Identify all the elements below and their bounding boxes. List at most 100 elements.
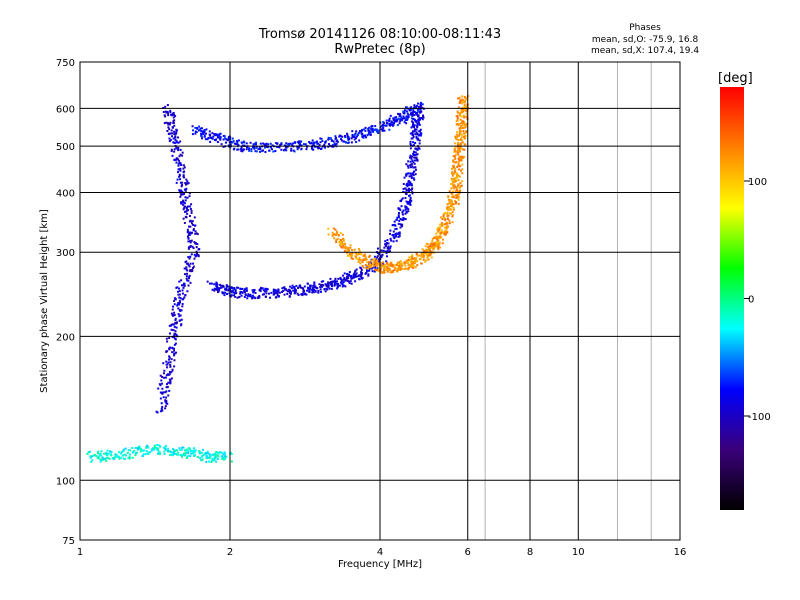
data-point — [406, 261, 409, 264]
data-point — [368, 254, 371, 257]
data-point — [376, 131, 379, 134]
data-point — [436, 227, 439, 230]
data-point — [436, 243, 439, 246]
data-point — [454, 176, 457, 179]
data-point — [292, 149, 295, 152]
data-point — [378, 268, 381, 271]
data-point — [187, 450, 190, 453]
data-point — [302, 288, 305, 291]
data-point — [198, 125, 201, 128]
data-point — [131, 451, 134, 454]
data-point — [209, 140, 212, 143]
data-point — [224, 287, 227, 290]
data-point — [134, 454, 137, 457]
data-point — [174, 450, 177, 453]
data-point — [323, 143, 326, 146]
data-point — [175, 449, 178, 452]
data-point — [410, 117, 413, 120]
data-point — [409, 259, 412, 262]
data-point — [284, 145, 287, 148]
data-point — [173, 325, 176, 328]
x-tick-label: 16 — [674, 547, 687, 558]
data-point — [409, 160, 412, 163]
data-point — [414, 120, 417, 123]
data-point — [159, 384, 162, 387]
y-tick-label: 750 — [56, 58, 75, 69]
data-point — [412, 134, 415, 137]
data-point — [442, 214, 445, 217]
data-point — [178, 189, 181, 192]
data-point — [205, 457, 208, 460]
data-point — [199, 457, 202, 460]
data-point — [416, 112, 419, 115]
data-point — [330, 139, 333, 142]
stats-header: Phases — [629, 23, 661, 33]
data-point — [405, 210, 408, 213]
data-point — [452, 187, 455, 190]
data-point — [446, 203, 449, 206]
data-point — [183, 206, 186, 209]
data-point — [448, 219, 451, 222]
data-point — [359, 262, 362, 265]
data-point — [357, 258, 360, 261]
data-point — [310, 146, 313, 149]
data-point — [272, 290, 275, 293]
data-point — [162, 396, 165, 399]
data-point — [411, 111, 414, 114]
data-point — [179, 167, 182, 170]
data-point — [227, 136, 230, 139]
data-point — [224, 455, 227, 458]
data-point — [421, 255, 424, 258]
data-point — [385, 119, 388, 122]
data-point — [171, 308, 174, 311]
data-point — [399, 199, 402, 202]
data-point — [174, 138, 177, 141]
data-point — [182, 217, 185, 220]
data-point — [408, 183, 411, 186]
data-point — [333, 279, 336, 282]
data-point — [408, 175, 411, 178]
data-point — [172, 141, 175, 144]
data-point — [340, 279, 343, 282]
data-point — [397, 262, 400, 265]
data-point — [178, 302, 181, 305]
data-point — [157, 449, 160, 452]
data-point — [118, 457, 121, 460]
data-point — [445, 221, 448, 224]
data-point — [337, 234, 340, 237]
data-point — [461, 168, 464, 171]
data-point — [454, 170, 457, 173]
data-point — [347, 141, 350, 144]
data-point — [202, 132, 205, 135]
data-point — [397, 222, 400, 225]
data-point — [165, 337, 168, 340]
data-point — [341, 285, 344, 288]
data-point — [179, 140, 182, 143]
data-point — [437, 244, 440, 247]
data-point — [391, 233, 394, 236]
data-point — [186, 235, 189, 238]
data-point — [309, 287, 312, 290]
data-point — [410, 173, 413, 176]
data-point — [406, 164, 409, 167]
data-point — [450, 183, 453, 186]
data-point — [344, 285, 347, 288]
data-point — [324, 141, 327, 144]
data-point — [425, 242, 428, 245]
data-point — [105, 459, 108, 462]
data-point — [178, 280, 181, 283]
data-point — [417, 102, 420, 105]
data-point — [451, 167, 454, 170]
data-point — [192, 229, 195, 232]
data-point — [442, 213, 445, 216]
data-point — [418, 254, 421, 257]
data-point — [413, 162, 416, 165]
data-point — [420, 252, 423, 255]
data-point — [192, 247, 195, 250]
data-point — [403, 117, 406, 120]
data-point — [375, 269, 378, 272]
data-point — [308, 288, 311, 291]
data-point — [136, 447, 139, 450]
data-point — [213, 133, 216, 136]
data-point — [412, 161, 415, 164]
